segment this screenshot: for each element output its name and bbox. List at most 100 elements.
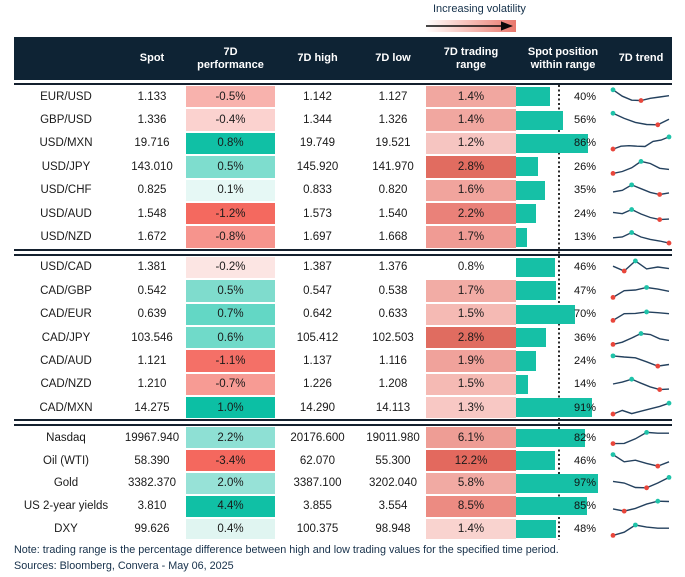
trend-sparkline [612,182,670,198]
position-value: 36% [574,331,597,344]
low-value: 102.503 [372,331,414,344]
trend-sparkline [610,158,670,176]
spot-value: 1.672 [137,231,167,244]
perf-cell: 4.4% [186,495,275,517]
max-dot-icon [655,499,661,504]
position-value: 91% [574,401,597,414]
trend-cell [610,279,672,302]
position-cell: 40% [516,85,610,108]
table-row: EUR/USD 1.133 -0.5% 1.142 1.127 1.4% 40% [14,85,672,108]
trend-sparkline [612,230,672,246]
position-bar [516,227,527,247]
position-bar [516,497,588,516]
low-value: 14.113 [375,401,411,414]
position-bar [516,519,557,539]
position-bar [516,110,563,130]
high-value: 100.375 [296,523,339,536]
max-dot-icon [666,475,672,481]
spot-value: 1.210 [137,378,167,391]
pair-label: DXY [54,523,78,536]
trend-sparkline [612,206,670,222]
low-value: 98.948 [375,523,411,536]
position-value: 24% [574,354,597,367]
spot-value: 19967.940 [124,431,180,444]
pair-label: CAD/AUD [40,354,92,367]
max-dot-icon [638,330,644,336]
pair-label: EUR/USD [40,90,92,103]
trend-sparkline [610,309,670,324]
perf-cell: 2.0% [186,473,275,494]
trend-cell [610,396,672,419]
table-row: USD/NZD 1.672 -0.8% 1.697 1.668 1.7% 13% [14,225,672,248]
sources-text: Sources: Bloomberg, Convera - May 06, 20… [14,559,234,572]
high-value: 0.547 [303,284,332,297]
spot-value: 3382.370 [128,477,176,490]
max-dot-icon [610,87,616,92]
perf-cell: 0.1% [186,179,275,201]
min-dot-icon [610,411,616,417]
spot-value: 14.275 [134,401,170,414]
range-cell: 8.5% [426,495,516,517]
trend-cell [610,256,672,279]
header-7d-low: 7D low [375,52,411,64]
min-dot-icon [621,508,627,514]
perf-cell: -0.5% [186,86,275,108]
trend-cell [610,303,672,326]
pair-label: GBP/USD [40,114,92,127]
table-row: CAD/NZD 1.210 -0.7% 1.226 1.208 1.5% 14% [14,373,672,396]
range-cell: 1.2% [426,132,516,155]
high-value: 3.855 [303,500,332,513]
position-cell: 26% [516,155,610,178]
position-cell: 13% [516,225,610,248]
trend-cell [610,108,672,131]
min-dot-icon [621,269,627,274]
trend-cell [610,449,672,472]
pair-label: CAD/NZD [40,378,92,391]
low-value: 3202.040 [369,477,417,490]
spot-value: 103.546 [131,331,173,344]
position-cell: 35% [516,179,610,202]
position-value: 46% [574,454,597,467]
low-value: 1.127 [378,90,408,103]
spot-value: 1.336 [137,114,167,127]
min-dot-icon [610,170,616,176]
min-dot-icon [644,485,649,491]
range-cell: 1.9% [426,350,516,372]
perf-cell: 0.5% [186,280,275,302]
perf-cell: 1.0% [186,397,275,419]
trend-sparkline [612,377,670,393]
position-value: 48% [574,523,597,536]
table-row: USD/MXN 19.716 0.8% 19.749 19.521 1.2% 86% [14,132,672,155]
trend-cell [610,472,672,495]
table-row: DXY 99.626 0.4% 100.375 98.948 1.4% 48% [14,518,672,541]
range-cell: 0.8% [426,256,516,279]
low-value: 19011.980 [366,431,420,444]
position-value: 40% [574,90,597,103]
table-row: Oil (WTI) 58.390 -3.4% 62.070 55.300 12.2% 46% [14,449,672,472]
position-cell: 14% [516,373,610,396]
position-cell: 46% [516,256,610,279]
trend-cell [610,225,672,248]
max-dot-icon [666,400,672,406]
range-cell: 1.7% [426,280,516,302]
position-cell: 86% [516,132,610,155]
trend-cell [610,132,672,155]
trend-cell [610,155,672,178]
note-text: Note: trading range is the percentage di… [14,544,559,556]
high-value: 1.226 [303,378,332,391]
position-cell: 48% [516,518,610,541]
position-bar [516,281,556,301]
range-cell: 1.5% [426,303,516,325]
range-cell: 2.8% [426,326,516,349]
high-value: 3387.100 [293,477,342,490]
high-value: 19.749 [299,137,336,150]
low-value: 141.970 [372,160,414,173]
spot-value: 1.133 [137,90,167,103]
position-cell: 97% [516,472,610,495]
perf-cell: 2.2% [186,427,275,449]
trend-cell [610,85,672,108]
table-row: Gold 3382.370 2.0% 3387.100 3202.040 5.8% 97% [14,472,672,495]
perf-cell: -0.2% [186,256,275,279]
perf-cell: 0.6% [186,326,275,349]
